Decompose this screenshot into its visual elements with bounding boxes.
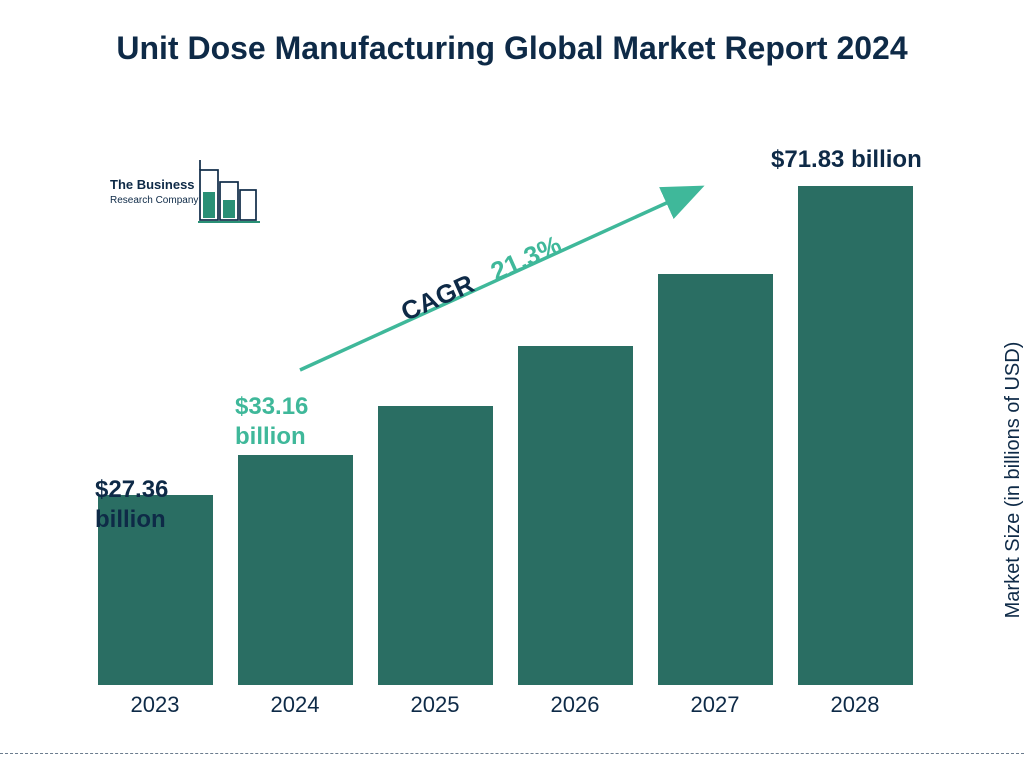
chart-title: Unit Dose Manufacturing Global Market Re… bbox=[0, 28, 1024, 70]
value-label-2023: $27.36 billion bbox=[95, 475, 168, 535]
xlabel-2026: 2026 bbox=[515, 692, 635, 718]
value-label-2024: $33.16 billion bbox=[235, 392, 308, 452]
x-axis-labels: 2023 2024 2025 2026 2027 2028 bbox=[95, 692, 915, 718]
bottom-dashed-rule bbox=[0, 753, 1024, 754]
bar-col-2026 bbox=[515, 346, 635, 685]
cagr-annotation: CAGR 21.3% bbox=[285, 175, 715, 395]
bar-col-2025 bbox=[375, 406, 495, 685]
xlabel-2025: 2025 bbox=[375, 692, 495, 718]
bar-2026 bbox=[518, 346, 633, 685]
bar-col-2024 bbox=[235, 455, 355, 685]
bar-2025 bbox=[378, 406, 493, 685]
bar-2024 bbox=[238, 455, 353, 685]
xlabel-2024: 2024 bbox=[235, 692, 355, 718]
bar-2028 bbox=[798, 186, 913, 685]
xlabel-2028: 2028 bbox=[795, 692, 915, 718]
bar-col-2028 bbox=[795, 186, 915, 685]
xlabel-2027: 2027 bbox=[655, 692, 775, 718]
y-axis-label: Market Size (in billions of USD) bbox=[1002, 290, 1024, 670]
xlabel-2023: 2023 bbox=[95, 692, 215, 718]
value-label-2028: $71.83 billion bbox=[771, 145, 922, 175]
